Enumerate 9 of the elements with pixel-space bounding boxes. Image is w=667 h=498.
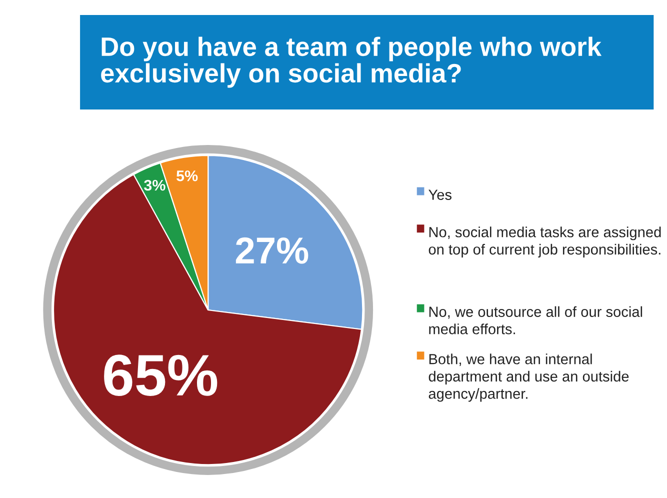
chart-title: Do you have a team of people who work exclusively on social media?	[101, 36, 602, 88]
legend-label: Yes	[428, 190, 452, 200]
legend-label: Both, we have an internal department and use an outside agency/partner.	[428, 354, 629, 402]
legend-label: No, social media tasks are assigned on top of current job responsibilities.	[428, 226, 661, 258]
legend-label: No, we outsource all of our social media efforts.	[429, 306, 642, 334]
data-label: 27%	[236, 237, 308, 264]
data-label: 65%	[104, 354, 218, 396]
data-label: 3%	[144, 180, 166, 191]
data-label: 5%	[176, 170, 198, 182]
